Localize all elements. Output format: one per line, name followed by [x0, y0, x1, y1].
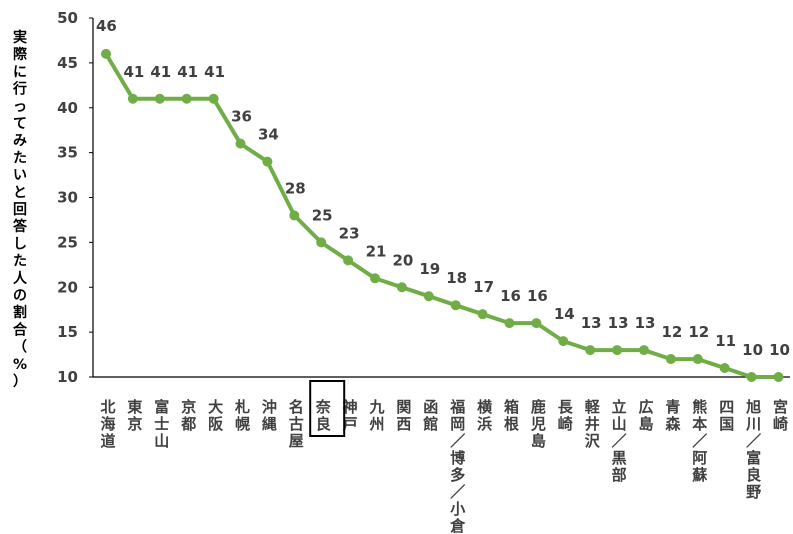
data-point [450, 300, 461, 311]
category-label: 福岡／博多／小倉 [449, 398, 466, 534]
data-point [477, 309, 488, 320]
y-tick-label: 20 [57, 278, 78, 296]
y-tick-label: 35 [57, 144, 78, 162]
category-label: 名古屋 [289, 398, 304, 450]
category-label: 関西 [396, 398, 411, 433]
data-point [181, 93, 192, 104]
data-point [423, 291, 434, 302]
data-label: 46 [96, 17, 117, 35]
category-label: 横浜 [477, 398, 493, 433]
data-label: 13 [635, 314, 656, 332]
category-label: 奈良 [315, 398, 332, 433]
data-label: 41 [177, 63, 198, 81]
data-label: 28 [285, 179, 306, 197]
data-points [101, 48, 784, 382]
category-label: 東京 [127, 398, 142, 433]
category-label: 富士山 [154, 398, 169, 450]
data-label: 16 [500, 287, 521, 305]
data-point [262, 156, 273, 167]
data-point [396, 282, 407, 293]
data-point [101, 48, 111, 59]
data-label: 41 [123, 63, 144, 81]
category-label: 旭川／富良野 [745, 398, 761, 501]
data-label: 17 [473, 278, 494, 296]
y-tick-label: 10 [57, 368, 78, 386]
data-point [692, 354, 703, 365]
data-point [154, 93, 165, 104]
data-label: 12 [688, 323, 709, 341]
data-point [639, 345, 649, 356]
data-point [585, 345, 596, 356]
data-label: 36 [231, 108, 252, 126]
category-label: 札幌 [234, 398, 250, 433]
data-point [316, 237, 327, 248]
data-label: 25 [312, 206, 333, 224]
data-point [504, 318, 515, 329]
data-point [612, 345, 623, 356]
data-label: 18 [446, 269, 467, 287]
data-point [719, 363, 730, 374]
category-label: 軽井沢 [585, 398, 601, 450]
y-tick-label: 25 [57, 233, 78, 251]
data-labels: 46 41 41 41 41 36 34 28 25 23 21 20 19 18 17 16 16 14 13 13… [96, 17, 790, 359]
data-point [531, 318, 542, 329]
category-label: 函館 [422, 398, 438, 433]
data-point [370, 273, 380, 284]
category-label: 箱根 [504, 398, 519, 433]
category-label: 大阪 [208, 398, 224, 433]
data-point [558, 336, 569, 347]
category-label: 立山／黒部 [612, 398, 627, 484]
y-tick-label: 45 [57, 54, 78, 72]
category-label: 神戸 [343, 398, 358, 433]
data-label: 10 [742, 341, 763, 359]
data-label: 10 [769, 341, 790, 359]
data-label: 23 [339, 224, 360, 242]
data-label: 21 [366, 242, 387, 260]
y-tick-label: 30 [57, 189, 78, 207]
data-label: 13 [581, 314, 602, 332]
y-axis-title-text: 実際に行ってみたいと回答した人の割合（%） [12, 29, 28, 390]
category-label: 北海道 [100, 398, 115, 450]
data-label: 34 [258, 126, 279, 144]
category-label: 鹿児島 [530, 398, 546, 450]
data-label: 12 [661, 323, 682, 341]
highlight-group [309, 380, 346, 437]
data-label: 20 [392, 251, 413, 269]
data-point [343, 255, 354, 266]
data-point [665, 354, 676, 365]
data-point [289, 210, 300, 221]
data-label: 14 [554, 305, 575, 323]
data-point [235, 138, 246, 149]
category-label: 四国 [719, 398, 734, 433]
y-tick-label: 50 [57, 9, 78, 27]
category-label: 青森 [665, 398, 681, 433]
category-label: 沖縄 [262, 398, 277, 433]
category-label: 宮崎 [773, 398, 788, 433]
data-point [127, 93, 138, 104]
y-axis-ticks: 10 15 20 25 30 35 40 45 50 [57, 9, 93, 386]
category-labels: 北海道東京富士山京都大阪札幌沖縄名古屋奈良神戸九州関西函館福岡／博多／小倉横浜箱… [100, 398, 788, 534]
y-tick-label: 15 [57, 323, 78, 341]
category-label: 九州 [368, 398, 384, 433]
y-tick-label: 40 [57, 99, 78, 117]
category-label: 熊本／阿蘇 [691, 398, 707, 484]
category-label: 京都 [180, 398, 196, 433]
category-label: 長崎 [558, 398, 574, 433]
data-label: 16 [527, 287, 548, 305]
data-label: 13 [608, 314, 629, 332]
data-point [773, 372, 784, 382]
data-label: 19 [419, 260, 440, 278]
y-axis-title: 実際に行ってみたいと回答した人の割合（%） [12, 29, 28, 390]
data-label: 41 [204, 63, 225, 81]
highlight-box [309, 380, 346, 437]
data-point [746, 372, 757, 382]
axes [92, 18, 790, 378]
data-label: 41 [150, 63, 171, 81]
data-label: 11 [715, 332, 736, 350]
category-label: 広島 [638, 398, 653, 433]
data-point [208, 93, 219, 104]
